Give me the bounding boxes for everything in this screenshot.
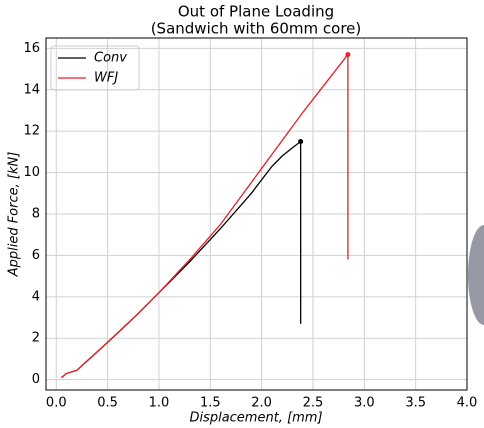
x-tick-label: 1.0 [149, 396, 170, 411]
x-tick-label: 2.5 [303, 396, 324, 411]
x-tick-label: 2.0 [251, 396, 272, 411]
y-tick-label: 10 [23, 165, 40, 180]
legend-label: WFJ [94, 71, 118, 86]
legend-box [50, 45, 140, 91]
y-axis-label: Applied Force, [kN] [7, 152, 22, 278]
x-tick-label: 4.0 [457, 396, 478, 411]
chart-subtitle: (Sandwich with 60mm core) [151, 20, 362, 38]
chart-title: Out of Plane Loading [178, 3, 334, 21]
y-tick-label: 6 [32, 248, 40, 263]
y-tick-label: 14 [23, 82, 40, 97]
x-tick-label: 1.5 [200, 396, 221, 411]
y-tick-label: 12 [23, 124, 40, 139]
x-axis-label: Displacement, [mm] [189, 411, 322, 426]
y-tick-label: 2 [32, 331, 40, 346]
peak-marker [345, 52, 351, 58]
plot-frame [45, 37, 468, 391]
series-line [60, 52, 349, 379]
y-tick-label: 0 [32, 372, 40, 387]
series-line [60, 140, 302, 379]
x-tick-label: 3.5 [405, 396, 426, 411]
peak-marker [298, 139, 304, 145]
y-tick-label: 16 [23, 41, 40, 56]
photo-fragment [468, 225, 484, 325]
x-tick-label: 3.0 [354, 396, 375, 411]
y-tick-label: 8 [32, 207, 40, 222]
x-tick-label: 0.0 [46, 396, 67, 411]
x-tick-label: 0.5 [97, 396, 118, 411]
y-tick-label: 4 [32, 289, 40, 304]
legend-label: Conv [94, 51, 127, 66]
